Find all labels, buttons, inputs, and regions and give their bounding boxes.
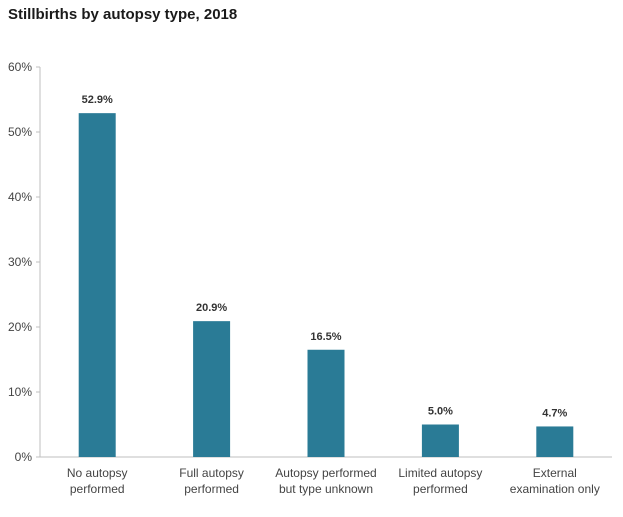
x-tick-label: examination only bbox=[510, 482, 600, 496]
x-tick-label: No autopsy bbox=[67, 466, 128, 480]
data-label: 20.9% bbox=[196, 302, 227, 314]
x-tick-label: performed bbox=[184, 482, 239, 496]
data-label: 16.5% bbox=[310, 331, 341, 343]
bar bbox=[536, 426, 574, 457]
y-tick-label: 10% bbox=[8, 385, 32, 399]
x-tick-label: External bbox=[533, 466, 577, 480]
bar bbox=[78, 113, 116, 458]
y-tick-label: 20% bbox=[8, 320, 32, 334]
data-label: 52.9% bbox=[82, 94, 113, 106]
x-tick-label: but type unknown bbox=[279, 482, 373, 496]
y-tick-label: 30% bbox=[8, 255, 32, 269]
x-tick-label: Full autopsy bbox=[179, 466, 244, 480]
y-tick-label: 0% bbox=[15, 450, 33, 464]
x-tick-label: Limited autopsy bbox=[398, 466, 482, 480]
bar bbox=[307, 349, 345, 457]
y-tick-label: 60% bbox=[8, 60, 32, 74]
x-tick-label: performed bbox=[413, 482, 468, 496]
bar bbox=[193, 321, 231, 457]
y-tick-label: 50% bbox=[8, 125, 32, 139]
chart-title: Stillbirths by autopsy type, 2018 bbox=[8, 6, 238, 23]
x-tick-label: performed bbox=[70, 482, 125, 496]
data-label: 4.7% bbox=[542, 407, 567, 419]
bar bbox=[421, 424, 459, 457]
x-tick-label: Autopsy performed bbox=[275, 466, 376, 480]
data-label: 5.0% bbox=[428, 406, 453, 418]
y-tick-label: 40% bbox=[8, 190, 32, 204]
